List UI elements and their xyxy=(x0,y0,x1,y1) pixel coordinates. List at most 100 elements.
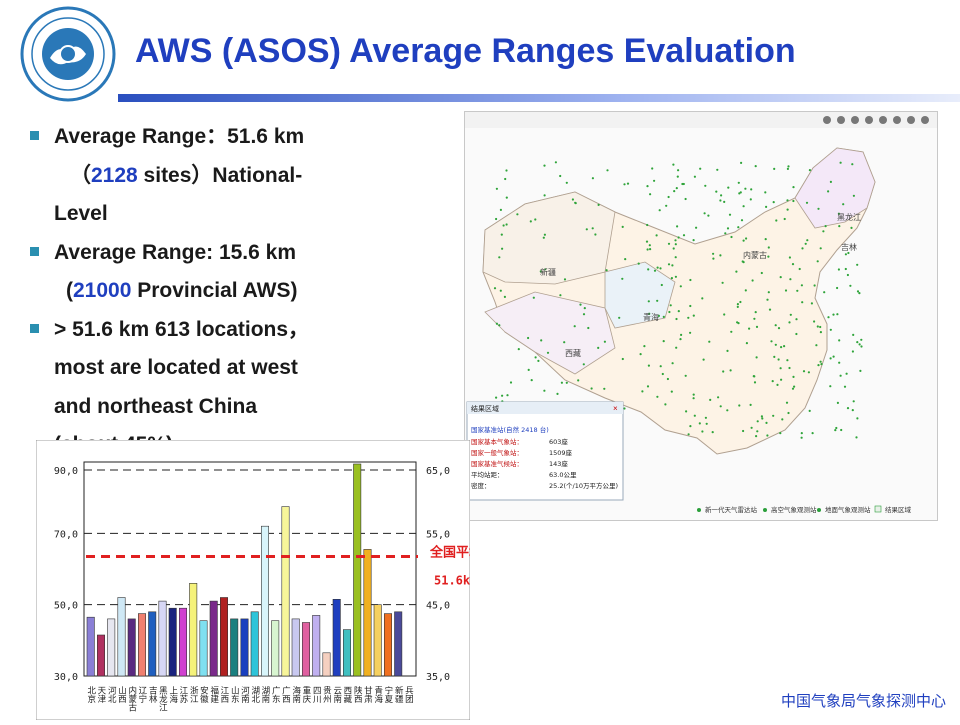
station-dot xyxy=(722,370,725,373)
station-dot xyxy=(498,256,501,259)
station-dot xyxy=(621,225,624,228)
x-tick-label: 湖北 xyxy=(250,686,260,704)
bar-安徽 xyxy=(199,620,208,677)
average-label: 全国平均 xyxy=(429,545,470,561)
station-dot xyxy=(667,263,671,266)
station-dot xyxy=(704,184,707,187)
station-dot xyxy=(692,393,695,396)
station-dot xyxy=(517,348,520,351)
bar-河北 xyxy=(107,618,116,677)
station-dot xyxy=(723,313,726,316)
station-dot xyxy=(571,198,574,201)
station-dot xyxy=(849,284,852,287)
station-dot xyxy=(736,305,739,308)
save-icon[interactable] xyxy=(921,116,929,124)
station-dot xyxy=(808,409,811,412)
x-tick-label: 安徽 xyxy=(198,685,208,704)
station-dot xyxy=(647,300,650,303)
station-dot xyxy=(791,387,795,390)
station-dot xyxy=(779,432,782,435)
zoom-in-icon[interactable] xyxy=(823,116,831,124)
station-dot xyxy=(542,236,545,239)
pan-icon[interactable] xyxy=(851,116,859,124)
station-dot xyxy=(672,163,675,166)
station-dot xyxy=(829,328,832,331)
legend-entry: 地面气象观测站 xyxy=(825,505,871,514)
select-icon[interactable] xyxy=(865,116,873,124)
station-dot xyxy=(773,355,776,358)
x-tick-label: 江苏 xyxy=(178,686,188,704)
station-dot xyxy=(687,433,690,436)
station-dot xyxy=(701,430,704,433)
station-dot xyxy=(788,256,791,259)
station-dot xyxy=(788,366,791,370)
station-dot xyxy=(761,417,764,420)
station-dot xyxy=(677,236,680,239)
station-dot xyxy=(509,381,513,384)
zoom-out-icon[interactable] xyxy=(837,116,845,124)
station-dot xyxy=(660,283,663,287)
station-dot xyxy=(719,254,722,257)
station-dot xyxy=(665,204,668,207)
station-dot xyxy=(856,290,860,293)
station-dot xyxy=(659,267,662,270)
highlight-2128: 2128 xyxy=(91,163,138,187)
station-dot xyxy=(626,182,630,185)
bullet-line: most are located at west xyxy=(54,356,298,379)
station-dot xyxy=(827,190,830,193)
station-dot xyxy=(719,199,722,202)
station-dot xyxy=(501,247,504,250)
station-dot xyxy=(529,220,532,223)
station-dot xyxy=(565,381,568,384)
bar-江西 xyxy=(220,597,229,677)
map-toolbar[interactable] xyxy=(465,112,937,128)
flag-icon[interactable] xyxy=(907,116,915,124)
station-dot xyxy=(715,190,718,193)
footer-org: 中国气象局气象探测中心 xyxy=(780,693,946,710)
close-icon[interactable]: × xyxy=(613,404,618,413)
station-dot xyxy=(591,227,594,230)
station-dot xyxy=(829,357,832,360)
x-tick-label: 宁夏 xyxy=(383,685,393,703)
region-label: 内蒙古 xyxy=(743,250,767,260)
station-dot xyxy=(852,400,855,403)
station-dot xyxy=(704,416,707,419)
station-dot xyxy=(675,346,678,349)
station-dot xyxy=(760,271,763,275)
station-dot xyxy=(527,368,530,371)
station-dot xyxy=(750,426,753,429)
station-map-panel[interactable]: 新疆 西藏 青海 内蒙古 黑龙江 吉林 结果区域 × 国家基准站(自然 2418… xyxy=(464,111,938,521)
station-dot xyxy=(500,233,503,236)
station-dot xyxy=(740,219,744,222)
title-underline xyxy=(118,94,960,102)
station-dot xyxy=(736,303,739,306)
station-dot xyxy=(767,291,770,294)
station-dot xyxy=(667,242,671,245)
station-dot xyxy=(788,321,791,324)
info-title: 结果区域 xyxy=(471,404,499,413)
station-dot xyxy=(768,308,772,311)
bar-辽宁 xyxy=(138,613,147,677)
station-dot xyxy=(577,379,580,382)
station-dot xyxy=(543,233,546,236)
station-dot xyxy=(772,201,775,204)
station-dot xyxy=(530,379,533,382)
station-dot xyxy=(749,198,752,201)
station-dot xyxy=(852,333,855,336)
y-left-tick: 70,0 xyxy=(54,529,78,540)
station-dot xyxy=(624,258,627,261)
bar-重庆 xyxy=(301,622,310,677)
station-dot xyxy=(653,269,657,272)
station-dot xyxy=(587,326,590,330)
station-dot xyxy=(801,301,804,304)
measure-icon[interactable] xyxy=(893,116,901,124)
bullet-line: Level xyxy=(54,202,108,225)
tibet-region xyxy=(484,291,616,375)
station-dot xyxy=(669,304,672,307)
globe-icon[interactable] xyxy=(879,116,887,124)
bar-吉林 xyxy=(148,611,157,677)
station-dot xyxy=(837,212,840,215)
station-dot xyxy=(498,324,501,327)
station-dot xyxy=(787,165,790,168)
y-left-tick: 90,0 xyxy=(54,466,78,477)
